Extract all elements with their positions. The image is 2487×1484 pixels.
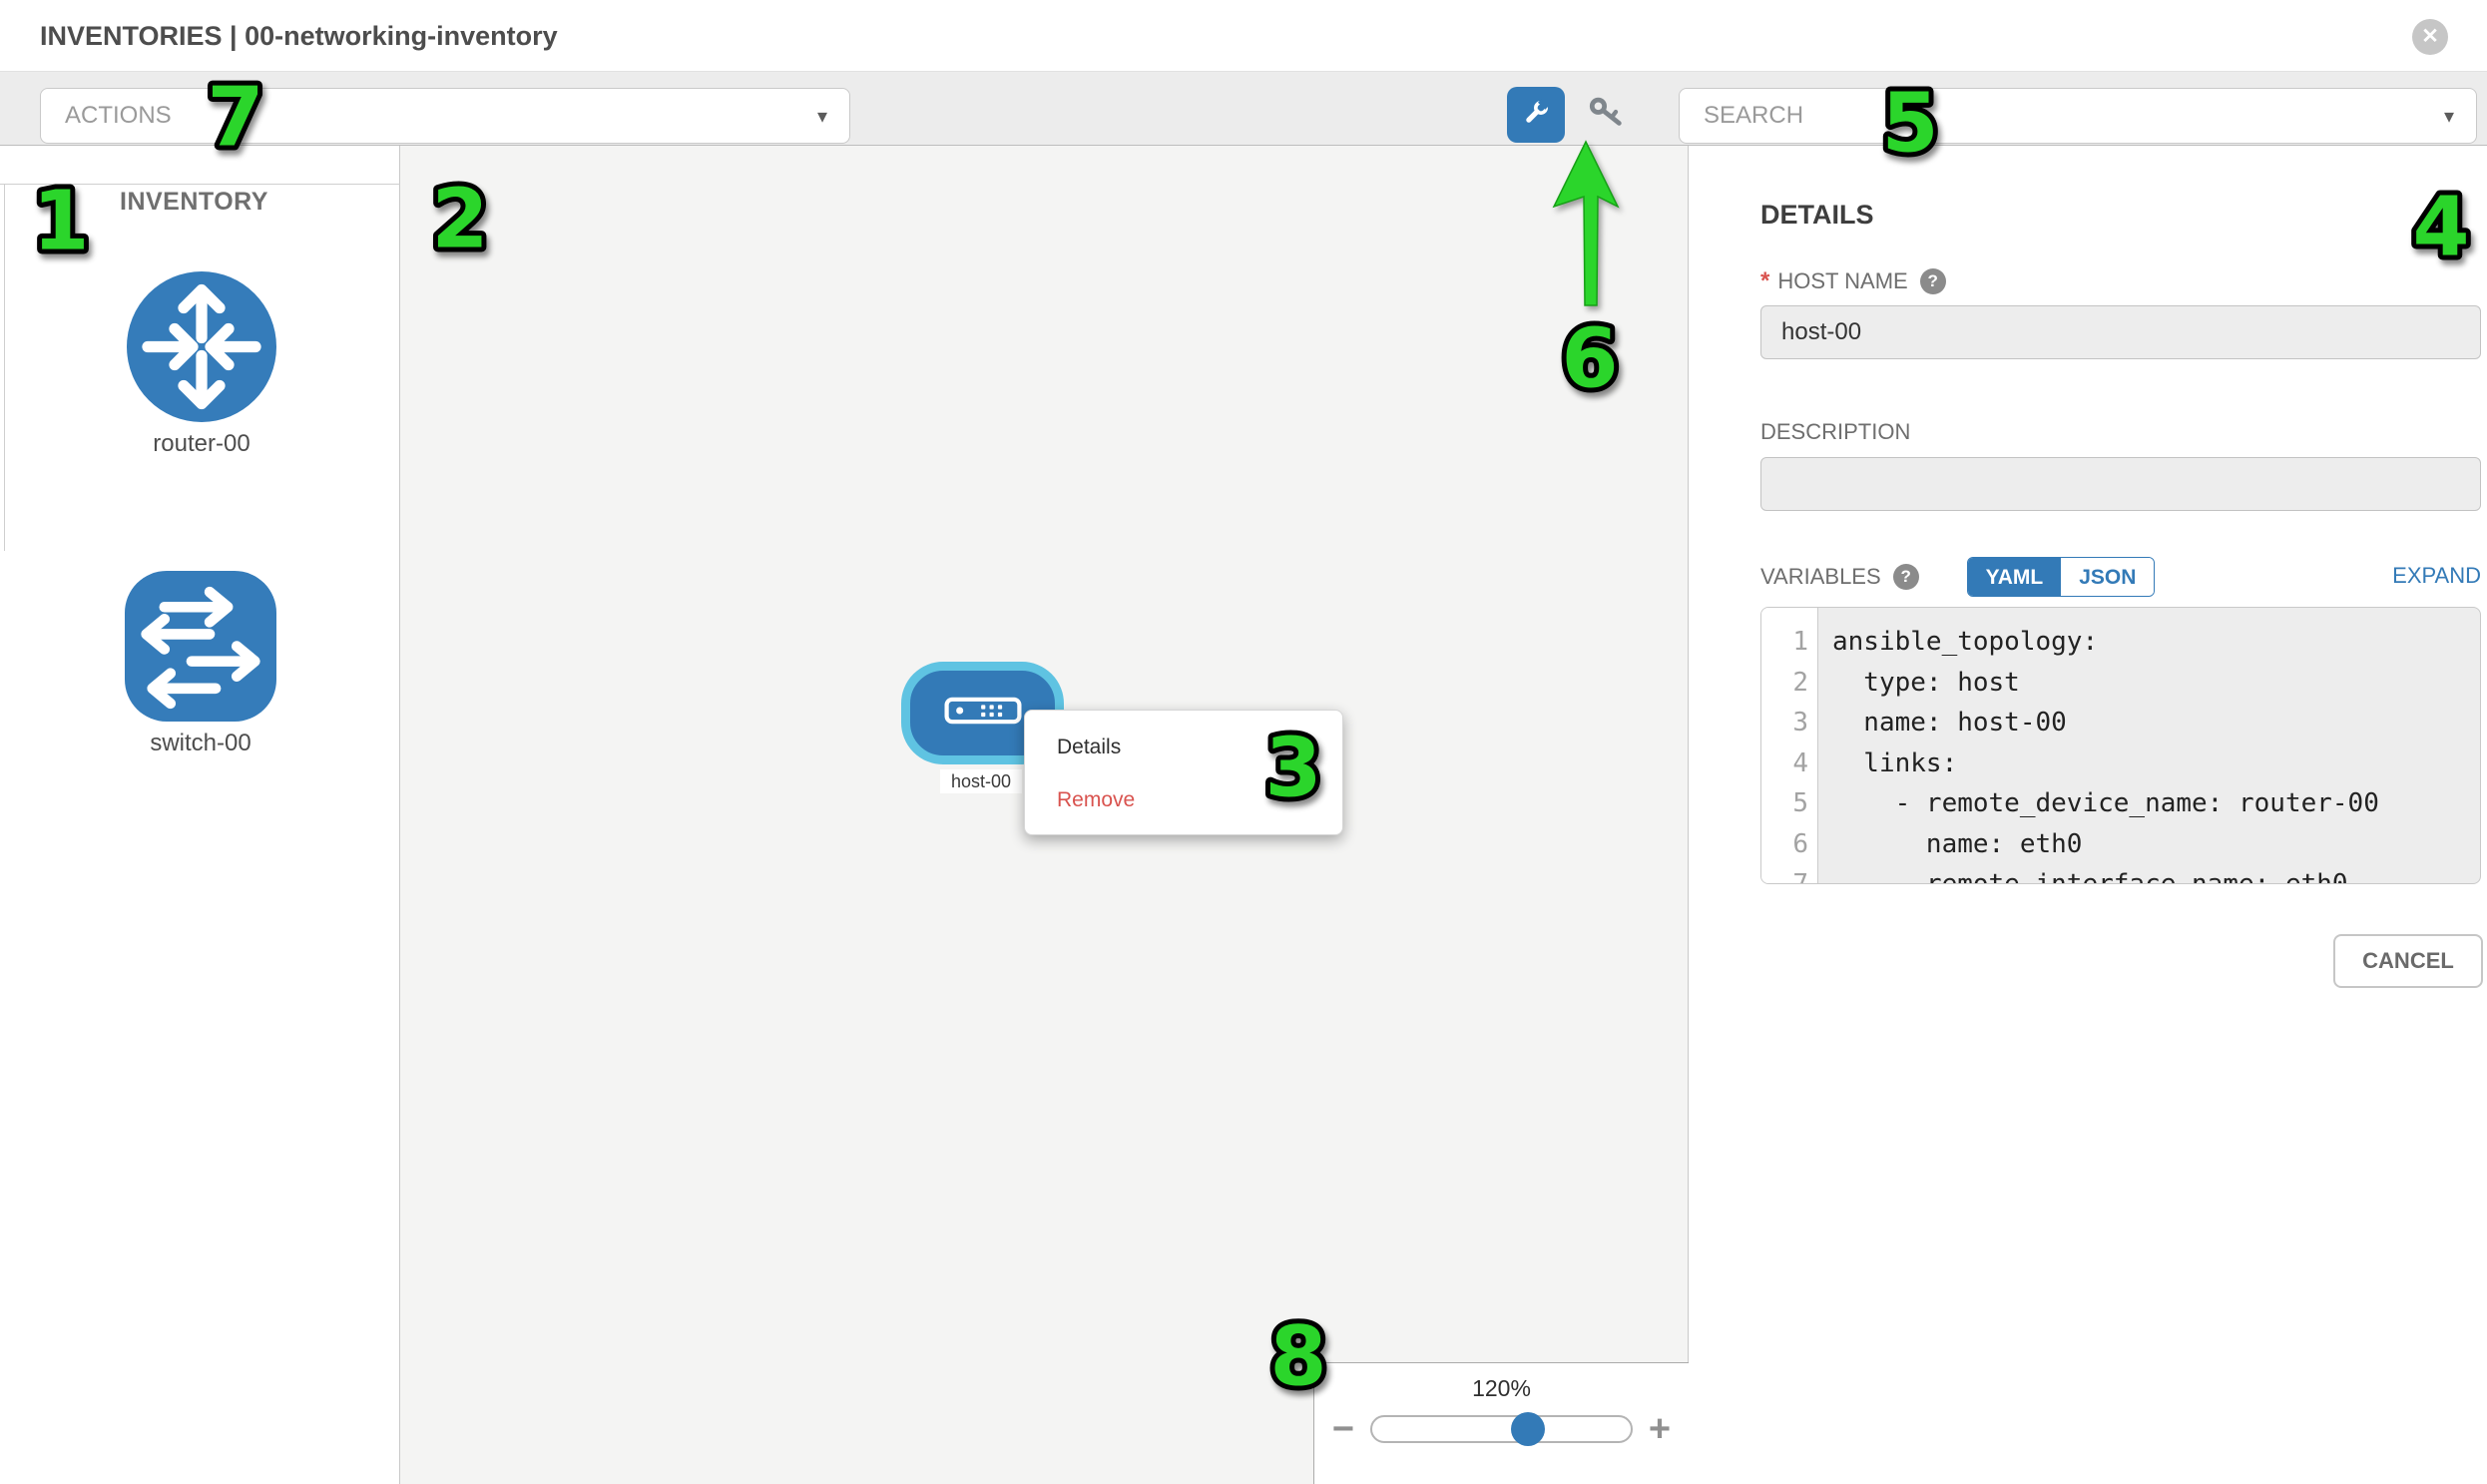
actions-dropdown-label: ACTIONS xyxy=(65,102,172,129)
code-line: 4 links: xyxy=(1792,747,1958,778)
palette-item-router[interactable]: router-00 xyxy=(127,271,276,458)
expand-link[interactable]: EXPAND xyxy=(2392,563,2481,588)
palette-heading: INVENTORY xyxy=(120,188,268,216)
host-node-selected[interactable] xyxy=(901,662,1064,764)
palette-left-border xyxy=(4,184,5,551)
zoom-slider-track[interactable] xyxy=(1370,1415,1633,1443)
host-name-input[interactable] xyxy=(1760,305,2481,359)
host-name-label-row: * HOST NAME ? xyxy=(1760,267,1946,295)
search-dropdown-label: SEARCH xyxy=(1704,102,1804,129)
inventory-palette: INVENTORY router-00 xyxy=(0,146,400,1484)
yaml-toggle-button[interactable]: YAML xyxy=(1967,558,2062,596)
description-label: DESCRIPTION xyxy=(1760,419,1911,444)
required-asterisk: * xyxy=(1760,267,1770,294)
code-line: 6 name: eth0 xyxy=(1792,828,2083,859)
host-icon xyxy=(943,697,1023,730)
editor-line-number-gutter xyxy=(1761,608,1818,883)
context-menu: Details Remove xyxy=(1024,710,1343,835)
code-line: 1 ansible_topology: xyxy=(1792,627,2099,657)
code-line: 3 name: host-00 xyxy=(1792,708,2067,738)
switch-icon xyxy=(125,571,276,722)
variables-label: VARIABLES xyxy=(1760,564,1881,589)
palette-item-switch[interactable]: switch-00 xyxy=(125,571,276,757)
zoom-in-button[interactable]: + xyxy=(1648,1408,1672,1450)
close-icon[interactable]: ✕ xyxy=(2412,19,2448,55)
zoom-slider-thumb[interactable] xyxy=(1510,1412,1545,1446)
page-title: INVENTORIES | 00-networking-inventory xyxy=(40,21,558,51)
zoom-control: 120% − + xyxy=(1313,1362,1689,1484)
router-icon xyxy=(127,271,276,422)
content: INVENTORY router-00 xyxy=(0,146,2487,1484)
topology-canvas[interactable]: host-00 Details Remove 120% − + xyxy=(400,146,1689,1484)
details-heading: DETAILS xyxy=(1760,200,1874,230)
configure-tools-button[interactable] xyxy=(1507,87,1565,143)
wrench-icon xyxy=(1523,97,1551,131)
search-dropdown[interactable]: SEARCH ▾ xyxy=(1679,88,2477,144)
palette-item-label: router-00 xyxy=(153,430,250,457)
palette-top-border xyxy=(0,184,400,185)
variables-row: VARIABLES ? YAML JSON EXPAND xyxy=(1760,557,2481,597)
description-input[interactable] xyxy=(1760,457,2481,511)
code-line: 5 - remote_device_name: router-00 xyxy=(1792,788,2379,818)
actions-dropdown[interactable]: ACTIONS ▾ xyxy=(40,88,850,144)
zoom-out-button[interactable]: − xyxy=(1331,1408,1355,1450)
key-legend-button[interactable] xyxy=(1583,94,1631,136)
context-menu-item-details[interactable]: Details xyxy=(1057,736,1122,758)
help-icon[interactable]: ? xyxy=(1892,564,1919,590)
header: INVENTORIES | 00-networking-inventory ✕ xyxy=(0,0,2487,72)
zoom-level-value: 120% xyxy=(1472,1375,1531,1401)
json-toggle-button[interactable]: JSON xyxy=(2061,558,2155,596)
variables-format-toggle: YAML JSON xyxy=(1966,557,2156,597)
palette-item-label: switch-00 xyxy=(150,730,251,756)
code-line: 7 remote_interface_name: eth0 xyxy=(1792,869,2348,884)
chevron-down-icon: ▾ xyxy=(816,105,827,128)
context-menu-item-remove[interactable]: Remove xyxy=(1057,788,1136,811)
zoom-slider[interactable] xyxy=(1370,1412,1633,1446)
cancel-button[interactable]: CANCEL xyxy=(2333,934,2483,988)
host-node-label: host-00 xyxy=(940,769,1022,793)
details-panel: DETAILS * HOST NAME ? DESCRIPTION VARIAB… xyxy=(1689,146,2487,1484)
host-name-label: HOST NAME xyxy=(1777,268,1908,293)
chevron-down-icon: ▾ xyxy=(2443,105,2454,128)
toolbar: ACTIONS ▾ xyxy=(0,72,2487,146)
help-icon[interactable]: ? xyxy=(1919,268,1946,294)
variables-code-editor[interactable]: 1 ansible_topology: 2 type: host 3 name: … xyxy=(1760,607,2481,884)
code-line: 2 type: host xyxy=(1792,667,2020,698)
key-icon xyxy=(1584,94,1630,137)
